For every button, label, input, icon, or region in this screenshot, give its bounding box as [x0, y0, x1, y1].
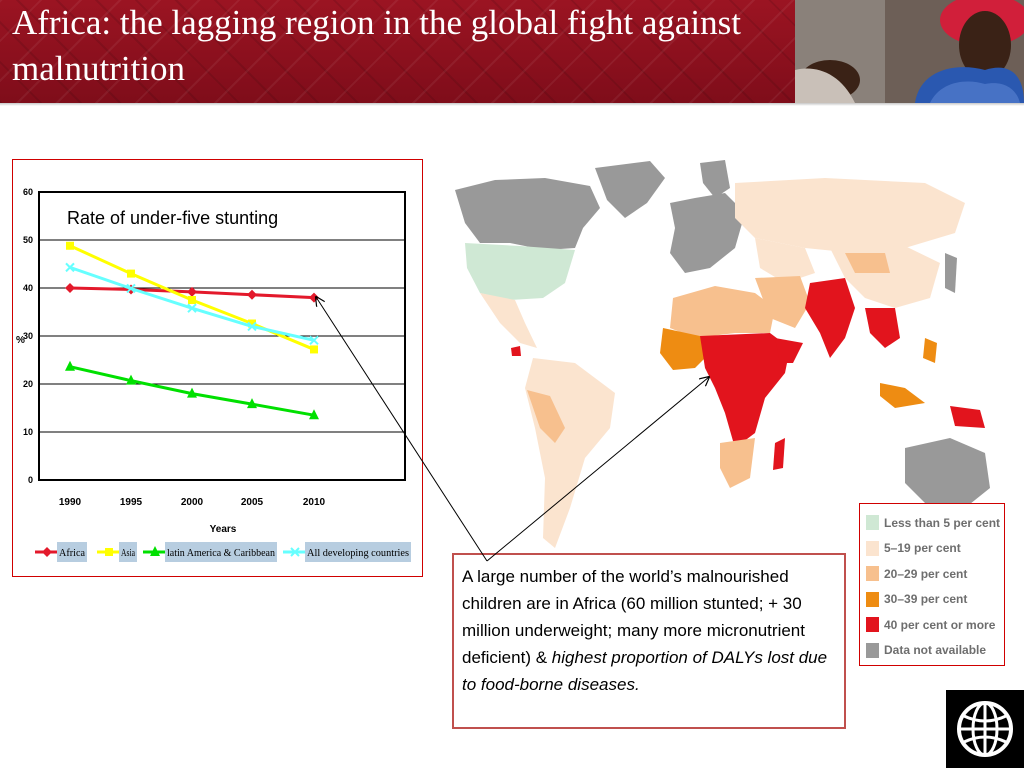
data-point	[66, 241, 74, 250]
map-russia	[735, 178, 965, 253]
legend-label: Asia	[121, 548, 135, 559]
map-greenland	[595, 161, 665, 218]
legend-item: 20–29 per cent	[866, 561, 998, 587]
map-scandinavia	[700, 160, 730, 198]
data-point	[187, 303, 197, 313]
map-legend: Less than 5 per cent 5–19 per cent 20–29…	[859, 503, 1005, 666]
legend-label: latin America & Caribbean	[167, 548, 276, 559]
x-axis-label: Years	[210, 524, 237, 535]
map-mexico	[480, 293, 537, 348]
data-point	[247, 398, 257, 409]
map-usa	[465, 243, 575, 300]
map-png	[950, 406, 985, 428]
chart-title: Rate of under-five stunting	[67, 208, 278, 228]
y-tick-label: 0	[28, 475, 33, 485]
data-point	[188, 296, 196, 304]
y-tick-label: 50	[23, 235, 33, 245]
stunting-chart-frame: 0 10 20 30 40 50 60 1990 1995 2000 2005 2010% Years R…	[12, 159, 423, 577]
data-point	[247, 321, 257, 332]
data-point	[247, 289, 257, 300]
legend-label: All developing countries	[307, 548, 409, 559]
map-sub-saharan-africa	[700, 333, 790, 448]
data-point	[127, 269, 135, 278]
map-southern-africa	[720, 438, 755, 488]
y-tick-label: 10	[23, 427, 33, 437]
world-bank-logo	[946, 690, 1024, 768]
data-point	[126, 374, 136, 385]
map-west-africa	[660, 328, 710, 370]
legend-label: Less than 5 per cent	[884, 515, 1001, 530]
data-point	[290, 547, 300, 557]
legend-label-bg	[57, 542, 87, 562]
y-tick-label: 40	[23, 283, 33, 293]
map-australia	[905, 438, 990, 508]
legend-label-bg	[119, 542, 137, 562]
map-madagascar	[773, 438, 785, 470]
map-europe	[670, 193, 745, 273]
x-tick-label: 1995	[120, 497, 143, 508]
x-tick-label: 2005	[241, 497, 264, 508]
map-philippines	[923, 338, 937, 363]
legend-label: 40 per cent or more	[884, 617, 996, 632]
x-tick-label: 2010	[303, 497, 326, 508]
y-tick-label: 60	[23, 187, 33, 197]
data-point	[65, 283, 75, 293]
callout-italic-text: highest proportion of DALYs lost due to …	[462, 648, 828, 694]
map-central-asia	[755, 238, 815, 283]
legend-swatch	[866, 566, 879, 582]
map-guatemala	[511, 346, 521, 356]
legend-swatch	[866, 591, 879, 607]
legend-swatch	[866, 642, 879, 658]
legend-label-bg	[165, 542, 277, 562]
map-horn-of-africa	[775, 338, 803, 363]
legend-label: 30–39 per cent	[884, 592, 968, 607]
legend-item: Data not available	[866, 638, 998, 664]
map-southeast-asia	[865, 308, 900, 348]
stunting-line-chart: 0 10 20 30 40 50 60 1990 1995 2000 2005 2010% Years R…	[16, 187, 411, 562]
map-south-america	[525, 358, 615, 548]
data-point	[65, 262, 75, 273]
data-point	[187, 286, 197, 297]
legend-label: Africa	[59, 548, 85, 559]
y-tick-label: 20	[23, 379, 33, 389]
map-japan	[945, 253, 957, 293]
map-canada	[455, 178, 600, 250]
y-tick-label: 30	[23, 331, 33, 341]
legend-item: 40 per cent or more	[866, 612, 998, 638]
callout-box: A large number of the world’s malnourish…	[452, 553, 846, 729]
x-tick-label: 2000	[181, 497, 204, 508]
legend-label: Data not available	[884, 643, 987, 658]
data-point	[105, 548, 113, 556]
slide-title: Africa: the lagging region in the global…	[12, 3, 741, 88]
data-point	[126, 283, 136, 294]
title-banner: Africa: the lagging region in the global…	[0, 0, 1024, 103]
map-middle-east	[755, 276, 810, 328]
map-indonesia	[880, 383, 925, 408]
data-point	[187, 387, 197, 398]
mother-and-child-photo	[795, 0, 1024, 103]
legend-item: 5–19 per cent	[866, 536, 998, 562]
banner-shadow	[0, 103, 1024, 106]
legend-label: 20–29 per cent	[884, 566, 968, 581]
data-point	[150, 546, 160, 556]
legend-item: Less than 5 per cent	[866, 510, 1001, 536]
callout-text: A large number of the world’s malnourish…	[462, 567, 805, 667]
data-point	[42, 547, 52, 557]
legend-swatch	[866, 515, 879, 531]
map-south-asia	[805, 278, 855, 358]
legend-swatch	[866, 617, 879, 633]
data-point	[248, 319, 256, 328]
data-point	[65, 360, 75, 371]
world-stunting-map	[455, 160, 995, 548]
legend-item: 30–39 per cent	[866, 587, 998, 613]
y-axis-label: %	[16, 335, 25, 346]
legend-swatch	[866, 540, 879, 556]
data-point	[310, 345, 318, 354]
x-tick-label: 1990	[59, 497, 82, 508]
legend-label: 5–19 per cent	[884, 541, 961, 556]
map-china-west	[845, 253, 890, 273]
map-north-africa	[670, 286, 775, 338]
globe-icon	[957, 701, 1013, 757]
